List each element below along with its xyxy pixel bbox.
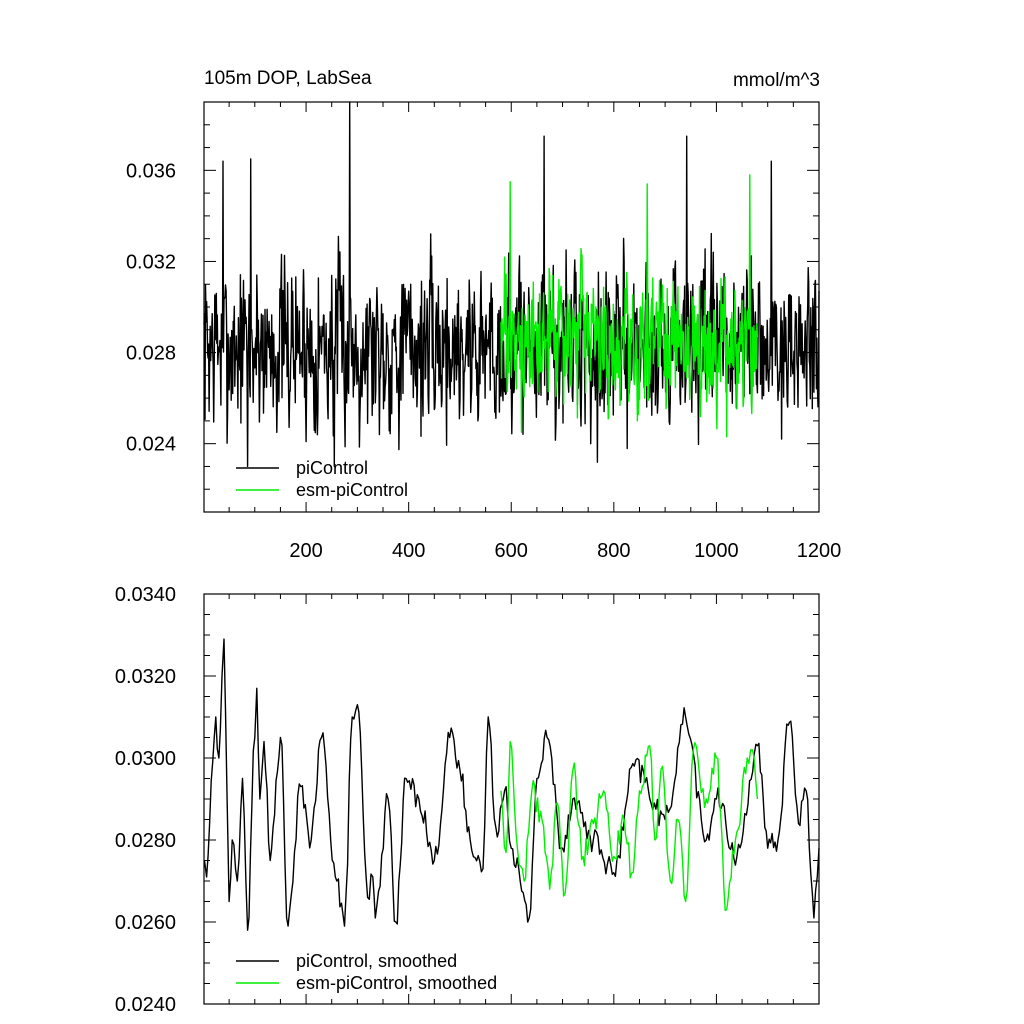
y-tick-label: 0.0280 (115, 830, 176, 852)
x-tick-label: 800 (597, 540, 630, 562)
top-panel-title: 105m DOP, LabSea (204, 68, 372, 89)
legend-label-esm-picontrol-smoothed: esm-piControl, smoothed (296, 973, 497, 993)
y-tick-label: 0.028 (126, 343, 176, 365)
top-panel-units: mmol/m^3 (733, 70, 820, 91)
y-tick-label: 0.032 (126, 251, 176, 273)
x-tick-label: 1000 (694, 540, 739, 562)
x-tick-label: 1200 (797, 540, 842, 562)
bottom-plot-frame (203, 593, 820, 1005)
bottom-legend: piControl, smoothed esm-piControl, smoot… (236, 951, 497, 993)
y-tick-label: 0.0340 (115, 584, 176, 606)
y-tick-label: 0.024 (126, 434, 176, 456)
y-tick-label: 0.036 (126, 160, 176, 182)
legend-label-esm-picontrol: esm-piControl (296, 480, 408, 500)
series-line-esm-picontrol (500, 174, 759, 438)
legend-label-picontrol: piControl (296, 458, 368, 478)
y-tick-label: 0.0260 (115, 912, 176, 934)
bottom-panel: 0.0240 0.0260 0.0280 0.0300 0.0320 0.0340 piC… (115, 584, 820, 1016)
series-line-picontrol-smoothed (203, 638, 820, 931)
bottom-series-lines (203, 638, 820, 931)
bottom-axis-ticks: 0.0240 0.0260 0.0280 0.0300 0.0320 0.0340 (115, 584, 820, 1016)
x-tick-label: 200 (289, 540, 322, 562)
x-tick-label: 600 (495, 540, 528, 562)
y-tick-label: 0.0300 (115, 748, 176, 770)
top-legend: piControl esm-piControl (236, 458, 408, 500)
series-line-esm-picontrol-smoothed (500, 740, 759, 912)
top-series-lines (203, 101, 820, 468)
top-axis-ticks: 200 400 600 800 1000 1200 0.024 0.028 0.032 0.036 (126, 101, 842, 562)
top-plot-frame (203, 101, 820, 513)
x-tick-label: 400 (392, 540, 425, 562)
y-tick-label: 0.0240 (115, 994, 176, 1016)
y-tick-label: 0.0320 (115, 666, 176, 688)
top-panel: 105m DOP, LabSea mmol/m^3 200 400 600 800 10… (126, 68, 841, 562)
legend-label-picontrol-smoothed: piControl, smoothed (296, 951, 457, 971)
